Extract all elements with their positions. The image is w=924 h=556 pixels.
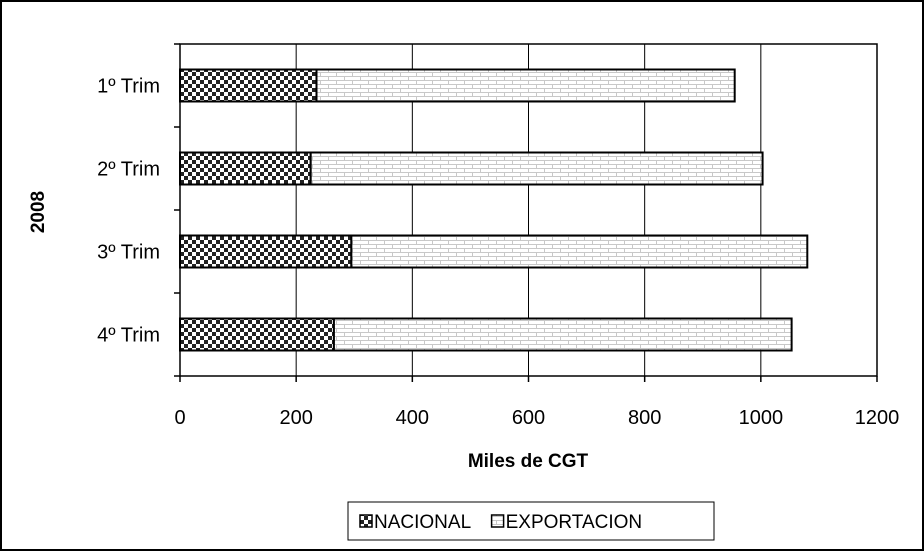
bar-exportacion-2 <box>350 234 809 269</box>
bar-exportacion-1 <box>309 151 764 186</box>
legend-label-nacional: NACIONAL <box>374 512 471 533</box>
legend-label-exportacion: EXPORTACION <box>506 512 643 533</box>
x-tick-label-3: 600 <box>512 407 545 429</box>
legend-swatch-nacional <box>359 514 373 528</box>
x-tick-label-4: 800 <box>628 407 661 429</box>
y-axis-title: 2008 <box>28 191 49 233</box>
legend-box <box>347 501 715 541</box>
bar-nacional-3 <box>179 317 335 352</box>
bar-nacional-1 <box>179 151 312 186</box>
x-tick-label-1: 200 <box>279 407 312 429</box>
bar-exportacion-3 <box>332 317 793 352</box>
x-tick-label-0: 0 <box>174 407 185 429</box>
bar-nacional-2 <box>179 234 353 269</box>
x-axis-title: Miles de CGT <box>468 451 589 472</box>
legend-swatch-exportacion <box>490 514 505 528</box>
category-label-2: 3º Trim <box>97 242 160 264</box>
x-tick-label-5: 1000 <box>739 407 784 429</box>
bar-nacional-0 <box>179 68 318 103</box>
legend: NACIONAL EXPORTACION <box>347 501 715 541</box>
x-tick-label-6: 1200 <box>855 407 900 429</box>
bar-exportacion-0 <box>315 68 736 103</box>
category-label-0: 1º Trim <box>97 76 160 98</box>
x-tick-label-2: 400 <box>396 407 429 429</box>
category-label-3: 4º Trim <box>97 325 160 347</box>
category-label-1: 2º Trim <box>97 159 160 181</box>
